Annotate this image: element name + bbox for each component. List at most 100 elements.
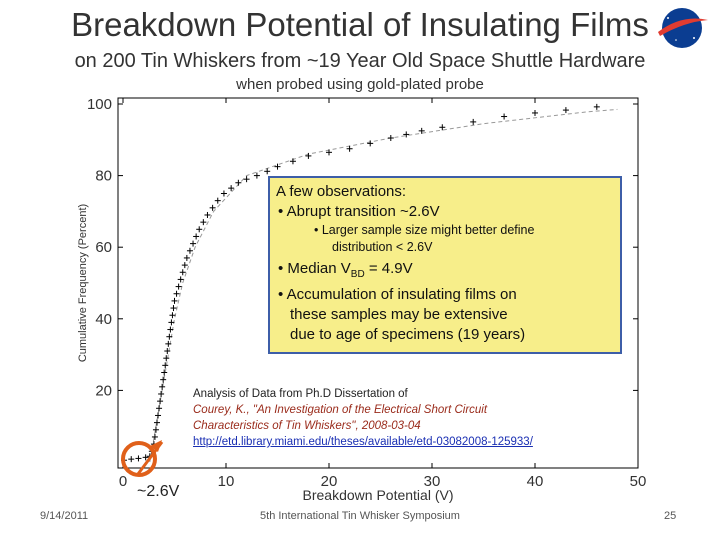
data-point xyxy=(253,172,260,179)
y-tick-label: 40 xyxy=(95,311,112,328)
nasa-logo-icon xyxy=(658,8,708,48)
slide-subtitle: on 200 Tin Whiskers from ~19 Year Old Sp… xyxy=(74,50,646,72)
data-point xyxy=(228,185,235,192)
data-point xyxy=(157,398,164,405)
footer-event: 5th International Tin Whisker Symposium xyxy=(260,510,460,522)
observations-heading: A few observations: xyxy=(276,183,407,200)
data-point xyxy=(274,163,281,170)
median-prefix: • Median V xyxy=(278,260,351,277)
data-point xyxy=(155,412,162,419)
data-point xyxy=(346,145,353,152)
observation-larger-sample-2: distribution < 2.6V xyxy=(332,240,433,254)
median-sub: BD xyxy=(350,269,365,280)
observation-accumulation-1: • Accumulation of insulating films on xyxy=(278,286,517,303)
data-point xyxy=(367,140,374,147)
data-point xyxy=(439,124,446,131)
data-point xyxy=(161,369,168,376)
data-point xyxy=(158,390,165,397)
x-tick-label: 40 xyxy=(527,473,544,490)
y-tick-label: 80 xyxy=(95,168,112,185)
data-marks-layer xyxy=(121,103,600,464)
data-point xyxy=(179,269,186,276)
x-tick-label: 20 xyxy=(321,473,338,490)
data-point xyxy=(418,127,425,134)
slide-subsubtitle: when probed using gold-plated probe xyxy=(236,76,484,93)
data-point xyxy=(128,456,135,463)
analysis-source-line3: Characteristics of Tin Whiskers", 2008-0… xyxy=(193,420,421,432)
observation-abrupt: • Abrupt transition ~2.6V xyxy=(278,203,440,220)
data-point xyxy=(160,376,167,383)
analysis-note: Analysis of Data from Ph.D Dissertation … xyxy=(193,386,623,450)
data-point xyxy=(190,240,197,247)
data-point xyxy=(200,219,207,226)
data-point xyxy=(209,204,216,211)
threshold-circle xyxy=(121,441,157,477)
data-point xyxy=(173,290,180,297)
data-point xyxy=(162,362,169,369)
data-point xyxy=(171,297,178,304)
data-point xyxy=(153,419,160,426)
observation-accumulation-3: due to age of specimens (19 years) xyxy=(290,326,526,343)
data-point xyxy=(193,233,200,240)
data-point xyxy=(220,190,227,197)
dissertation-link[interactable]: http://etd.library.miami.edu/theses/avai… xyxy=(193,436,533,448)
observation-median: • Median VBD = 4.9V xyxy=(278,259,614,285)
data-point xyxy=(135,455,142,462)
tick-layer: 0 10 20 30 40 50 20 40 60 80 100 xyxy=(87,96,646,490)
plot-frame xyxy=(117,97,639,469)
data-point xyxy=(264,168,271,175)
x-tick-label: 30 xyxy=(424,473,441,490)
y-axis-label: Cumulative Frequency (Percent) xyxy=(77,204,89,362)
data-point xyxy=(593,103,600,110)
observations-box: A few observations: • Abrupt transition … xyxy=(268,176,622,354)
y-tick-label: 20 xyxy=(95,382,112,399)
y-tick-label: 100 xyxy=(87,96,112,113)
data-point xyxy=(151,433,158,440)
data-point xyxy=(159,383,166,390)
data-point xyxy=(470,118,477,125)
slide-title: Breakdown Potential of Insulating Films xyxy=(71,6,649,43)
data-point xyxy=(501,113,508,120)
data-point xyxy=(156,405,163,412)
data-point xyxy=(168,319,175,326)
observation-accumulation-2: these samples may be extensive xyxy=(290,306,508,323)
data-point xyxy=(166,333,173,340)
data-point xyxy=(204,211,211,218)
data-point xyxy=(305,152,312,159)
data-point xyxy=(214,197,221,204)
x-tick-label: 50 xyxy=(630,473,647,490)
fit-line-layer xyxy=(149,108,618,463)
analysis-source-line2: Courey, K., "An Investigation of the Ele… xyxy=(193,404,488,416)
y-tick-label: 60 xyxy=(95,239,112,256)
data-point xyxy=(164,348,171,355)
analysis-line1: Analysis of Data from Ph.D Dissertation … xyxy=(193,388,408,400)
fit-line xyxy=(149,108,618,463)
median-suffix: = 4.9V xyxy=(364,260,413,277)
data-point xyxy=(170,305,177,312)
data-point xyxy=(235,179,242,186)
data-point xyxy=(142,454,149,461)
data-point xyxy=(167,326,174,333)
data-point xyxy=(169,312,176,319)
data-point xyxy=(181,262,188,269)
observation-larger-sample-1: • Larger sample size might better define xyxy=(314,223,535,237)
data-point xyxy=(196,226,203,233)
data-point xyxy=(183,254,190,261)
data-point xyxy=(387,135,394,142)
footer-date: 9/14/2011 xyxy=(40,510,89,522)
data-point xyxy=(532,109,538,116)
data-point xyxy=(403,131,410,138)
data-point xyxy=(186,247,193,254)
footer-page-number: 25 xyxy=(664,510,677,522)
x-tick-label: 0 xyxy=(119,473,127,490)
data-point xyxy=(152,426,159,433)
data-point xyxy=(177,276,184,283)
data-point xyxy=(175,283,182,290)
threshold-arrowhead xyxy=(150,440,162,452)
data-point xyxy=(562,107,569,114)
data-point xyxy=(165,340,172,347)
x-axis-label: Breakdown Potential (V) xyxy=(303,487,454,503)
threshold-label: ~2.6V xyxy=(137,483,180,500)
data-point xyxy=(326,149,332,156)
